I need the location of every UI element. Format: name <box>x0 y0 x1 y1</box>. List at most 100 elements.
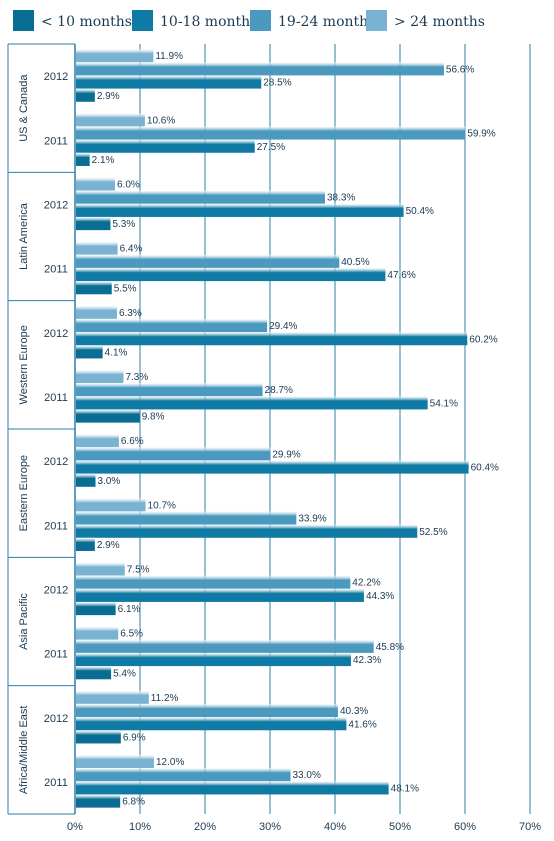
value-label-africa-middle-east-2011-19-24-months: 33.0% <box>293 770 321 781</box>
bar-us-canada-2011-10-months <box>76 152 90 166</box>
bar-latin-america-2011-10-months <box>76 281 112 295</box>
value-label-us-canada-2011-19-24-months: 59.9% <box>467 129 495 140</box>
value-label-us-canada-2012-19-24-months: 56.6% <box>446 64 474 75</box>
x-tick-label-0: 0% <box>67 821 83 833</box>
x-tick-label-70: 70% <box>519 821 541 833</box>
bar-western-europe-2011-24-months <box>76 369 124 384</box>
value-label-latin-america-2012-19-24-months: 38.3% <box>327 193 355 204</box>
year-label-western-europe-2011: 2011 <box>44 392 68 404</box>
value-label-asia-pacific-2011-10-18-months: 42.3% <box>353 655 381 666</box>
value-label-asia-pacific-2011-10-months: 5.4% <box>113 668 136 679</box>
gridlines <box>139 44 531 814</box>
bar-latin-america-2012-24-months <box>76 177 115 191</box>
bar-western-europe-2012-10-18-months <box>76 332 468 346</box>
bar-western-europe-2011-19-24-months <box>76 383 263 397</box>
legend-label-10-months: < 10 months <box>41 14 132 30</box>
legend-swatch-10-18-months <box>132 10 153 31</box>
value-label-asia-pacific-2011-24-months: 6.5% <box>120 629 143 640</box>
year-label-eastern-europe-2011: 2011 <box>44 520 68 532</box>
bar-us-canada-2011-24-months <box>76 113 145 127</box>
bar-western-europe-2012-19-24-months <box>76 318 268 333</box>
value-label-latin-america-2012-10-18-months: 50.4% <box>406 206 434 217</box>
legend-label-24-months: > 24 months <box>394 14 485 30</box>
year-label-asia-pacific-2012: 2012 <box>44 584 68 596</box>
value-label-africa-middle-east-2011-10-months: 6.8% <box>122 797 145 808</box>
value-label-eastern-europe-2012-24-months: 6.6% <box>121 436 144 447</box>
value-label-eastern-europe-2011-10-months: 2.9% <box>97 540 120 551</box>
legend-item-10-months: < 10 months <box>13 10 132 31</box>
bar-western-europe-2012-10-months <box>76 345 103 359</box>
value-label-africa-middle-east-2011-10-18-months: 48.1% <box>391 783 419 794</box>
region-label-latin-america: Latin America <box>18 202 30 270</box>
bar-us-canada-2012-19-24-months <box>76 62 444 76</box>
bar-latin-america-2012-19-24-months <box>76 190 325 204</box>
bar-asia-pacific-2012-10-months <box>76 601 116 616</box>
value-label-africa-middle-east-2012-19-24-months: 40.3% <box>340 706 368 717</box>
bar-asia-pacific-2012-19-24-months <box>76 575 351 589</box>
axes: 0% 10% 20% 30% 40% 50% 60% 70% US & Canada 2012 20… <box>18 44 541 833</box>
bar-africa-middle-east-2011-19-24-months <box>76 768 291 782</box>
bar-us-canada-2011-19-24-months <box>76 126 466 140</box>
value-label-western-europe-2012-10-18-months: 60.2% <box>469 334 497 345</box>
bar-us-canada-2011-10-18-months <box>76 139 255 153</box>
bar-us-canada-2012-24-months <box>76 49 154 63</box>
legend-label-10-18-months: 10-18 months <box>160 14 257 30</box>
legend: < 10 months 10-18 months 19-24 months > 24 … <box>13 10 485 31</box>
bar-us-canada-2012-10-months <box>76 88 95 102</box>
bar-eastern-europe-2011-19-24-months <box>76 511 297 525</box>
bar-eastern-europe-2012-10-months <box>76 473 96 487</box>
value-label-western-europe-2011-24-months: 7.3% <box>125 372 148 383</box>
bar-asia-pacific-2012-24-months <box>76 562 125 576</box>
value-label-asia-pacific-2012-10-months: 6.1% <box>118 604 141 615</box>
value-label-us-canada-2011-10-months: 2.1% <box>92 155 115 166</box>
value-label-latin-america-2011-10-months: 5.5% <box>114 283 137 294</box>
value-label-asia-pacific-2012-10-18-months: 44.3% <box>366 591 394 602</box>
value-label-western-europe-2012-24-months: 6.3% <box>119 308 142 319</box>
bar-eastern-europe-2012-10-18-months <box>76 460 469 474</box>
bar-africa-middle-east-2012-10-18-months <box>76 717 347 731</box>
bar-latin-america-2011-10-18-months <box>76 267 386 282</box>
bar-western-europe-2012-24-months <box>76 305 117 319</box>
region-label-asia-pacific: Asia Pacific <box>18 593 30 650</box>
value-label-asia-pacific-2012-19-24-months: 42.2% <box>352 578 380 589</box>
x-tick-label-50: 50% <box>389 821 411 833</box>
bar-africa-middle-east-2012-24-months <box>76 690 149 704</box>
bar-latin-america-2012-10-months <box>76 216 111 231</box>
legend-item-19-24-months: 19-24 months <box>250 10 375 31</box>
bar-asia-pacific-2011-10-months <box>76 666 112 680</box>
bar-western-europe-2011-10-months <box>76 409 140 423</box>
value-label-us-canada-2011-24-months: 10.6% <box>147 115 175 126</box>
bars <box>76 49 469 808</box>
year-label-us-canada-2012: 2012 <box>44 71 68 83</box>
region-separators <box>7 43 75 815</box>
value-label-eastern-europe-2012-10-months: 3.0% <box>98 476 121 487</box>
bar-africa-middle-east-2011-10-months <box>76 794 121 808</box>
value-label-latin-america-2012-10-months: 5.3% <box>112 219 135 230</box>
bar-asia-pacific-2012-10-18-months <box>76 588 364 602</box>
x-tick-label-30: 30% <box>259 821 281 833</box>
year-label-africa-middle-east-2012: 2012 <box>44 713 68 725</box>
value-label-asia-pacific-2011-19-24-months: 45.8% <box>376 642 404 653</box>
year-label-latin-america-2012: 2012 <box>44 199 68 211</box>
bar-latin-america-2012-10-18-months <box>76 203 404 217</box>
legend-item-24-months: > 24 months <box>366 10 485 31</box>
year-label-africa-middle-east-2011: 2011 <box>44 777 68 789</box>
year-label-us-canada-2011: 2011 <box>44 135 68 147</box>
x-tick-label-10: 10% <box>129 821 151 833</box>
year-label-western-europe-2012: 2012 <box>44 328 68 340</box>
region-label-africa-middle-east: Africa/Middle East <box>18 706 30 795</box>
region-label-us-canada: US & Canada <box>18 74 30 142</box>
value-label-us-canada-2012-10-18-months: 28.5% <box>263 78 291 89</box>
value-label-us-canada-2011-10-18-months: 27.5% <box>257 142 285 153</box>
value-label-western-europe-2011-10-18-months: 54.1% <box>430 398 458 409</box>
value-label-western-europe-2011-19-24-months: 28.7% <box>265 385 293 396</box>
legend-swatch-24-months <box>366 10 387 31</box>
legend-swatch-19-24-months <box>250 10 271 31</box>
value-label-eastern-europe-2012-10-18-months: 60.4% <box>471 463 499 474</box>
region-label-eastern-europe: Eastern Europe <box>18 455 30 531</box>
bar-latin-america-2011-19-24-months <box>76 254 340 268</box>
region-label-western-europe: Western Europe <box>18 325 30 404</box>
bar-eastern-europe-2011-10-months <box>76 537 95 551</box>
year-label-latin-america-2011: 2011 <box>44 264 68 276</box>
